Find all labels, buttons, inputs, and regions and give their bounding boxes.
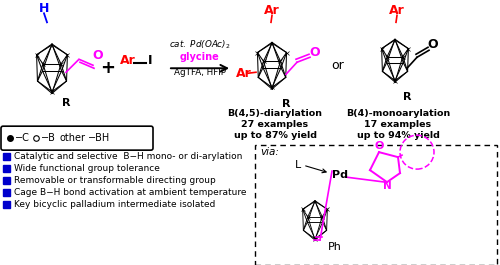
Text: N: N bbox=[382, 181, 392, 191]
Text: up to 94% yield: up to 94% yield bbox=[356, 131, 440, 140]
Text: Ar: Ar bbox=[264, 4, 280, 17]
Text: B(4)-monoarylation: B(4)-monoarylation bbox=[346, 109, 450, 118]
Text: up to 87% yield: up to 87% yield bbox=[234, 131, 316, 140]
Text: $cat.$ Pd(OAc)$_2$: $cat.$ Pd(OAc)$_2$ bbox=[169, 38, 231, 51]
Text: Cage B−H bond activation at ambient temperature: Cage B−H bond activation at ambient temp… bbox=[14, 188, 246, 197]
Text: Pd: Pd bbox=[332, 170, 348, 180]
Text: O: O bbox=[374, 141, 384, 151]
Text: Ar: Ar bbox=[120, 54, 136, 67]
Text: H: H bbox=[39, 2, 49, 15]
Text: Catalytic and selective  B−H mono- or di-arylation: Catalytic and selective B−H mono- or di-… bbox=[14, 152, 242, 161]
Text: AgTFA, HFIP: AgTFA, HFIP bbox=[174, 68, 226, 77]
Bar bbox=[3, 189, 10, 196]
Text: −BH: −BH bbox=[88, 133, 110, 143]
Text: L: L bbox=[295, 160, 301, 170]
Text: Key bicyclic palladium intermediate isolated: Key bicyclic palladium intermediate isol… bbox=[14, 200, 215, 209]
Text: Wide functional group tolerance: Wide functional group tolerance bbox=[14, 164, 160, 173]
Text: Ph: Ph bbox=[328, 242, 342, 252]
Text: Ar: Ar bbox=[389, 4, 405, 17]
FancyBboxPatch shape bbox=[255, 145, 497, 265]
Text: −B: −B bbox=[41, 133, 56, 143]
Text: B(4,5)-diarylation: B(4,5)-diarylation bbox=[228, 109, 322, 118]
FancyBboxPatch shape bbox=[1, 126, 153, 150]
Text: other: other bbox=[60, 133, 86, 143]
Text: O: O bbox=[92, 49, 104, 62]
Text: −C: −C bbox=[15, 133, 30, 143]
Bar bbox=[3, 165, 10, 172]
Bar bbox=[3, 153, 10, 160]
Text: via:: via: bbox=[260, 147, 279, 157]
Text: O: O bbox=[310, 46, 320, 59]
Text: 27 examples: 27 examples bbox=[242, 120, 308, 129]
Bar bbox=[3, 201, 10, 208]
Bar bbox=[3, 177, 10, 184]
Text: O: O bbox=[428, 38, 438, 51]
Text: Removable or transformable directing group: Removable or transformable directing gro… bbox=[14, 176, 216, 185]
Text: +: + bbox=[100, 59, 116, 77]
Text: 17 examples: 17 examples bbox=[364, 120, 432, 129]
Text: R: R bbox=[62, 98, 70, 108]
Text: R: R bbox=[403, 92, 411, 102]
Text: Ar: Ar bbox=[236, 67, 252, 80]
Text: I: I bbox=[148, 54, 152, 67]
Text: glycine: glycine bbox=[180, 52, 220, 62]
Text: R: R bbox=[282, 99, 290, 109]
Text: or: or bbox=[332, 59, 344, 72]
